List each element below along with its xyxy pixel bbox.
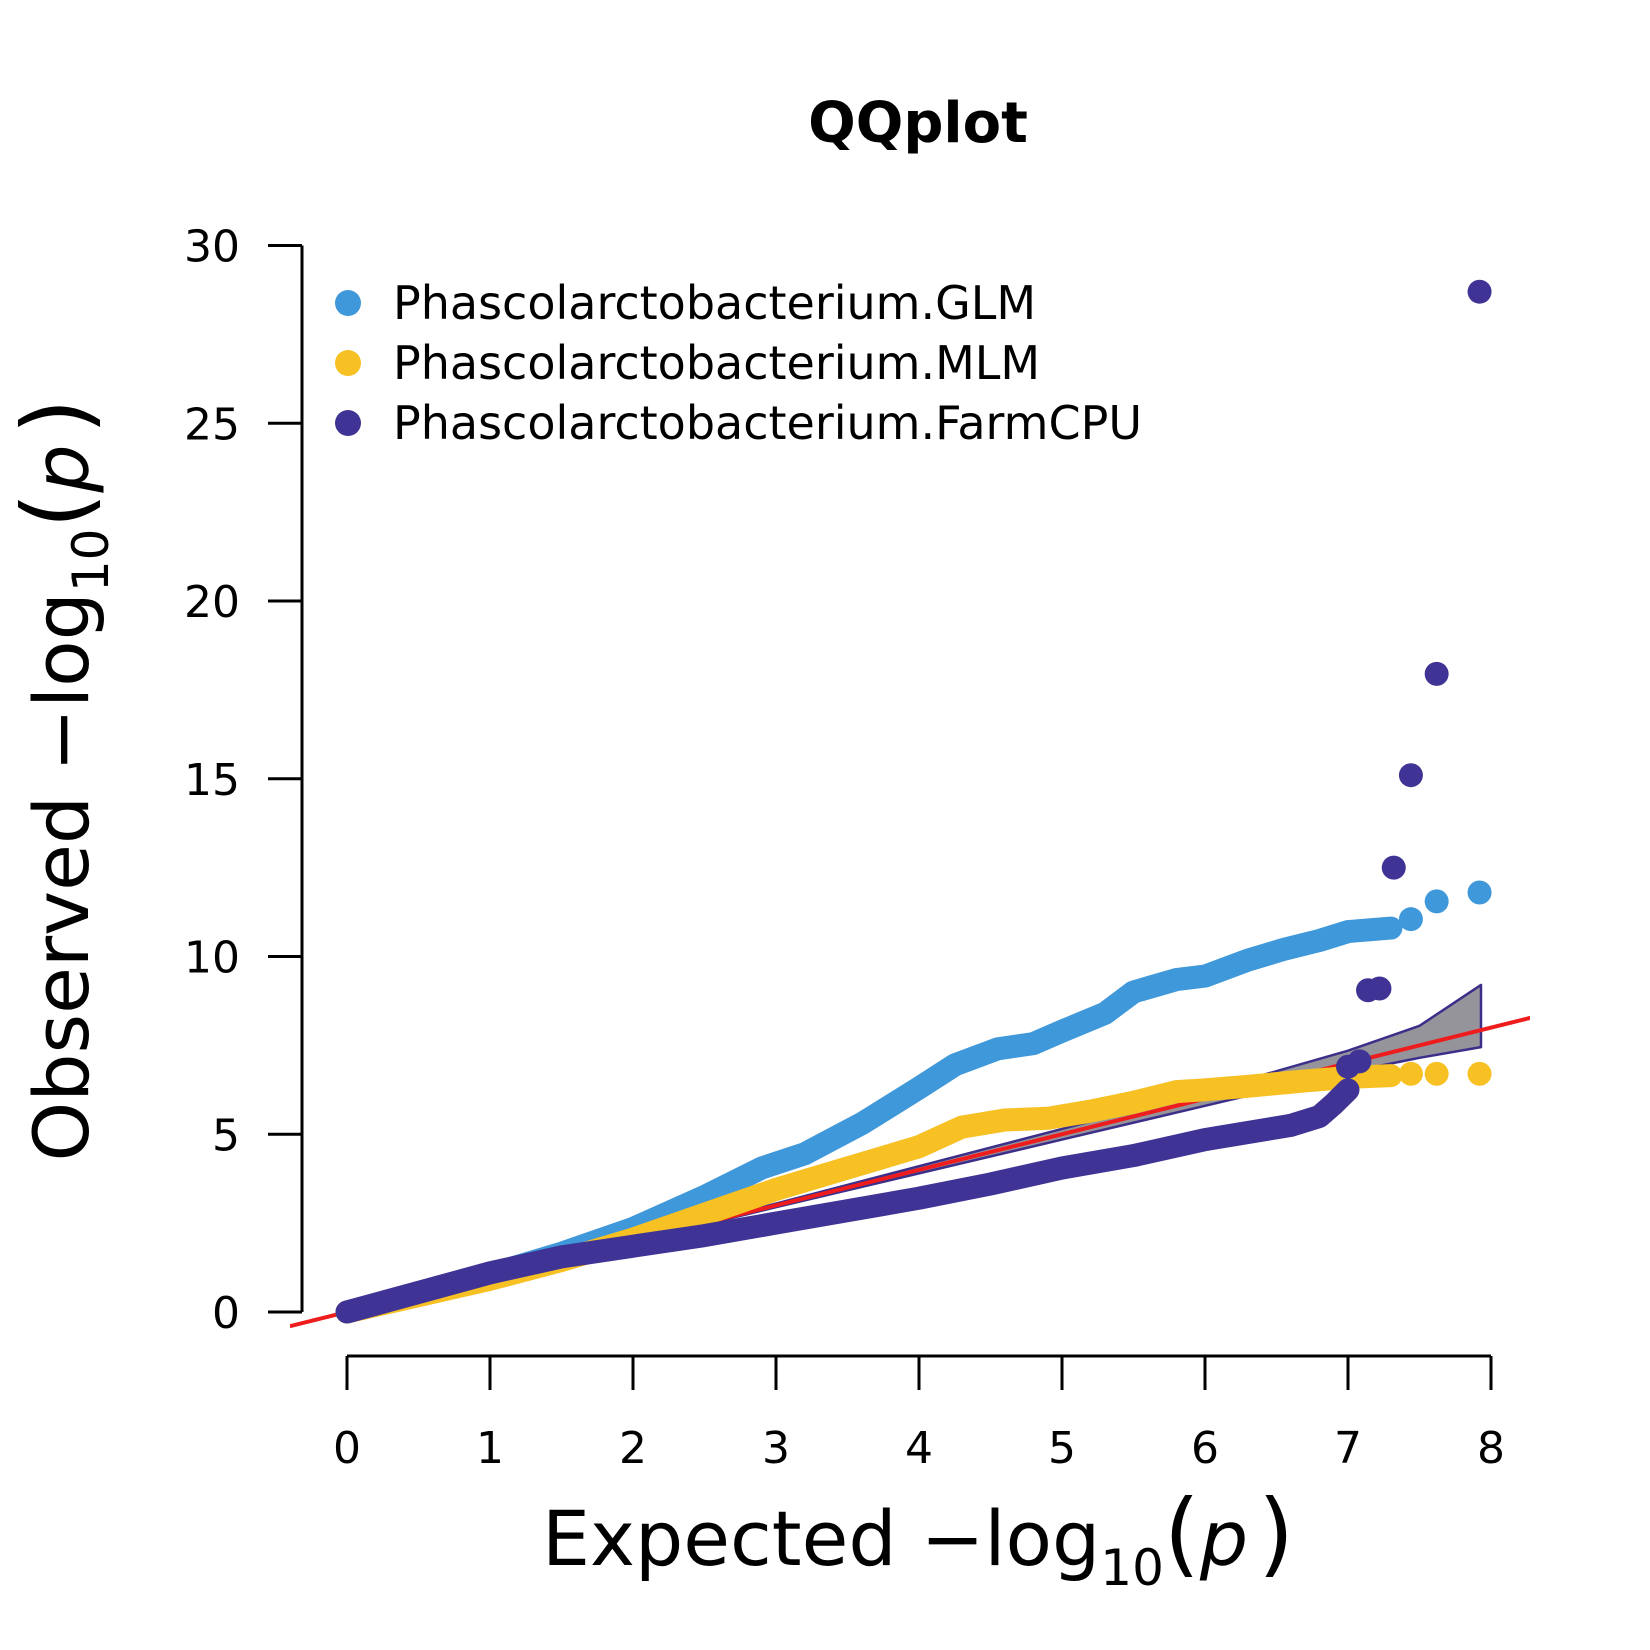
y-axis-label-prefix: Observed −log: [17, 592, 106, 1161]
x-axis-label: Expected −log10(p): [542, 1480, 1294, 1597]
data-point: [1467, 279, 1492, 304]
data-point: [1424, 661, 1449, 686]
x-axis-label-variable: p: [1199, 1494, 1248, 1583]
legend-label: Phascolarctobacterium.FarmCPU: [393, 396, 1142, 450]
y-axis-label: Observed −log10(p): [3, 398, 120, 1161]
data-point: [1381, 855, 1406, 880]
data-point: [1424, 889, 1449, 914]
legend-marker: [335, 410, 361, 436]
data-point: [1424, 1061, 1449, 1086]
x-axis-label-open-paren: (: [1164, 1480, 1200, 1587]
y-tick-label: 0: [212, 1288, 240, 1339]
data-point: [1367, 976, 1392, 1001]
x-axis-label-prefix: Expected −log: [542, 1494, 1100, 1583]
data-point: [1398, 1061, 1423, 1086]
x-tick-label: 3: [762, 1423, 790, 1474]
legend-marker: [335, 290, 361, 316]
legend-label: Phascolarctobacterium.MLM: [393, 336, 1040, 390]
y-tick-label: 15: [184, 755, 240, 806]
y-axis-label-variable: p: [17, 444, 106, 493]
y-tick-label: 25: [184, 399, 240, 450]
y-axis-label-subscript: 10: [62, 529, 120, 593]
series-curve: [335, 916, 1403, 1324]
y-tick-label: 10: [184, 933, 240, 984]
x-axis-label-close-paren: ): [1258, 1480, 1294, 1587]
series-Phascolarctobacterium.FarmCPU: [335, 279, 1492, 1324]
legend: Phascolarctobacterium.GLM Phascolarctobac…: [335, 276, 1142, 450]
x-tick-label: 0: [333, 1423, 361, 1474]
x-tick-label: 2: [619, 1423, 647, 1474]
y-tick-label: 30: [184, 222, 240, 273]
x-tick-label: 7: [1334, 1423, 1362, 1474]
series-Phascolarctobacterium.GLM: [335, 880, 1492, 1324]
data-point: [1347, 1049, 1372, 1074]
x-tick-label: 4: [905, 1423, 933, 1474]
y-axis-label-close-paren: ): [3, 398, 110, 434]
legend-label: Phascolarctobacterium.GLM: [393, 276, 1036, 330]
chart-title: QQplot: [808, 91, 1028, 156]
series-layer: [335, 279, 1492, 1324]
x-tick-label: 1: [476, 1423, 504, 1474]
data-point: [1398, 907, 1423, 932]
y-tick-label: 20: [184, 577, 240, 628]
data-point: [1398, 763, 1423, 788]
x-axis-label-subscript: 10: [1100, 1539, 1164, 1597]
legend-marker: [335, 350, 361, 376]
data-point: [1467, 880, 1492, 905]
x-tick-label: 8: [1477, 1423, 1505, 1474]
y-axis-label-open-paren: (: [3, 493, 110, 529]
data-point: [1467, 1061, 1492, 1086]
x-tick-label: 6: [1191, 1423, 1219, 1474]
x-axis: 0 1 2 3 4 5 6 7 8: [333, 1354, 1505, 1474]
y-tick-label: 5: [212, 1110, 240, 1161]
x-tick-label: 5: [1048, 1423, 1076, 1474]
y-axis: 0 5 10 15 20 25 30: [184, 222, 304, 1339]
series-curve: [335, 1078, 1360, 1324]
